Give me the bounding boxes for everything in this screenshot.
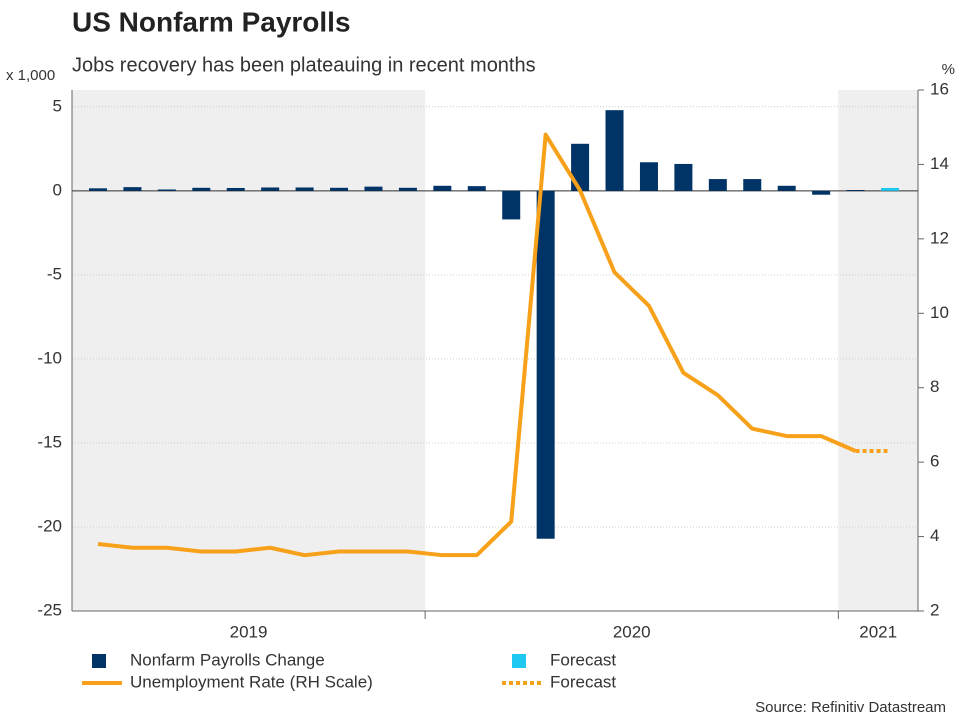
bar [192, 187, 211, 191]
chart-subtitle: Jobs recovery has been plateauing in rec… [72, 54, 536, 76]
bar [708, 179, 727, 191]
bar [157, 189, 176, 191]
legend-label: Forecast [550, 650, 616, 669]
y2-tick-label: 14 [930, 154, 949, 173]
chart-title: US Nonfarm Payrolls [72, 6, 351, 37]
bar [812, 190, 831, 195]
bar [674, 163, 693, 191]
legend-swatch [92, 654, 106, 668]
y2-tick-label: 10 [930, 303, 949, 322]
legend-swatch [512, 654, 526, 668]
legend-label: Forecast [550, 672, 616, 691]
bar [639, 162, 658, 191]
y2-tick-label: 2 [930, 600, 939, 619]
source: Source: Refinitiv Datastream [755, 699, 946, 716]
y-unit: x 1,000 [6, 67, 55, 84]
x-tick-label: 2019 [230, 622, 268, 641]
legend-label: Unemployment Rate (RH Scale) [130, 672, 373, 691]
bar [398, 187, 417, 191]
bar [433, 185, 452, 191]
bar [605, 110, 624, 191]
bar [123, 187, 142, 191]
line [97, 132, 857, 558]
y2-tick-label: 16 [930, 79, 949, 98]
y-tick-label: -10 [37, 348, 62, 367]
x-tick-label: 2021 [859, 622, 897, 641]
y-tick-label: -15 [37, 432, 62, 451]
bar [89, 188, 107, 191]
y2-tick-label: 4 [930, 526, 939, 545]
y2-tick-label: 12 [930, 228, 949, 247]
y2-unit: % [942, 61, 955, 78]
period-shade [838, 90, 918, 611]
y2-tick-label: 6 [930, 452, 939, 471]
bar [467, 186, 486, 191]
y-tick-label: -5 [47, 264, 62, 283]
bar [536, 190, 555, 539]
bar [571, 143, 590, 191]
bar [881, 187, 899, 191]
y-tick-label: -25 [37, 600, 62, 619]
bar [502, 190, 521, 220]
y2-tick-label: 8 [930, 377, 939, 396]
bar [330, 187, 349, 191]
bar [226, 187, 245, 191]
bar [777, 185, 796, 191]
bar [743, 179, 762, 191]
bar [846, 189, 865, 191]
y-tick-label: 5 [53, 96, 62, 115]
y-tick-label: 0 [53, 180, 62, 199]
y-tick-label: -20 [37, 516, 62, 535]
legend-label: Nonfarm Payrolls Change [130, 650, 325, 669]
x-tick-label: 2020 [613, 622, 651, 641]
bar [261, 187, 280, 191]
bar [364, 186, 383, 191]
bar [295, 187, 314, 191]
period-shade [72, 90, 426, 611]
